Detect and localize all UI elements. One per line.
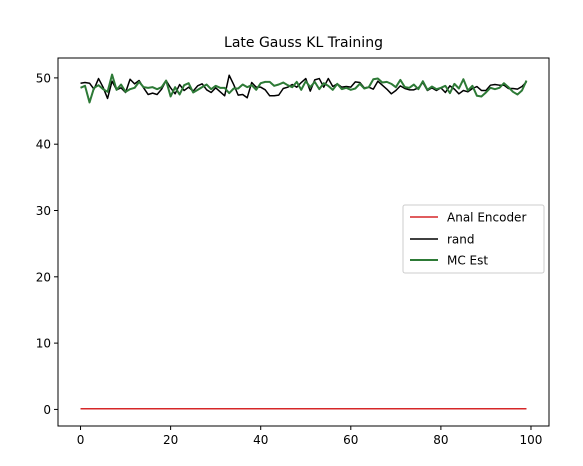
series-line-mc-est <box>80 73 528 104</box>
y-tick-label: 30 <box>36 204 51 218</box>
x-tick-label: 100 <box>520 433 543 447</box>
legend-box <box>402 204 545 274</box>
y-tick-label: 40 <box>36 138 51 152</box>
x-tick-label: 60 <box>343 433 358 447</box>
y-tick-label: 50 <box>36 71 51 85</box>
legend-label-anal-encoder: Anal Encoder <box>447 211 526 225</box>
x-tick-label: 80 <box>433 433 448 447</box>
y-tick-label: 10 <box>36 337 51 351</box>
legend: Anal Encoder rand MC Est <box>402 204 545 274</box>
legend-label-mc-est: MC Est <box>447 254 488 268</box>
y-tick-label: 20 <box>36 270 51 284</box>
plot-frame <box>57 57 550 427</box>
x-tick-label: 40 <box>253 433 268 447</box>
y-axis: 0 10 20 30 40 50 <box>36 71 58 417</box>
x-tick-label: 0 <box>77 433 85 447</box>
x-axis: 0 20 40 60 80 100 <box>77 426 543 447</box>
series-lines <box>80 73 528 410</box>
legend-label-rand: rand <box>447 233 475 247</box>
y-tick-label: 0 <box>43 403 51 417</box>
chart-title: Late Gauss KL Training <box>224 35 383 51</box>
x-tick-label: 20 <box>163 433 178 447</box>
